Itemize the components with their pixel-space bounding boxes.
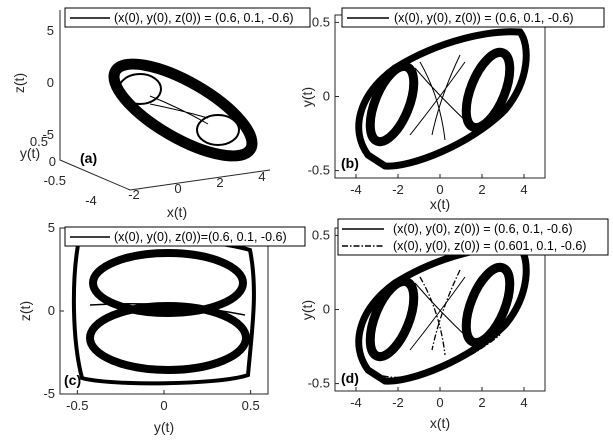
panel-c-ylabel: z(t) (17, 301, 33, 321)
panel-b-xlabel: x(t) (430, 196, 450, 212)
tick-label: 5 (47, 23, 54, 38)
panel-c-middle-curve (89, 303, 246, 316)
panel-c-lower-loop (86, 302, 250, 374)
y-tick-label: 0 (323, 302, 330, 317)
x-tick-label: -4 (350, 395, 362, 410)
x-tick-label: -2 (392, 395, 404, 410)
x-tick-label: 4 (520, 395, 527, 410)
panel-c: -0.5 0 0.5 -5 0 5 y(t) z(t) (c) (x(0), y(0),… (17, 220, 306, 435)
legend-entry: (x(0), y(0), z(0)) = (0.601, 0.1, -0.6) (393, 239, 586, 253)
x-tick-label: -2 (392, 182, 404, 197)
panel-d-ylabel: y(t) (299, 300, 315, 320)
panel-b-outer-band (355, 28, 530, 170)
tick-label: 0.5 (30, 134, 48, 149)
panel-b-inner-curves (409, 54, 471, 141)
x-tick-label: 4 (520, 182, 527, 197)
tick-label: -5 (42, 127, 54, 142)
panel-c-xlabel: y(t) (154, 419, 174, 435)
panel-a-z-ticks: 5 0 -5 (42, 23, 54, 142)
panel-d-left-loop (365, 276, 419, 362)
y-tick-label: -0.5 (308, 376, 330, 391)
y-tick-label: 5 (48, 220, 55, 235)
legend-box (64, 226, 306, 247)
panel-a-inner-curves (149, 95, 209, 125)
panel-b-left-loop (365, 61, 419, 147)
tick-label: 0 (49, 154, 56, 169)
tick-label: -0.5 (44, 173, 66, 188)
tick-label: 0 (174, 181, 181, 196)
legend-entry: (x(0), y(0), z(0)) = (0.6, 0.1, -0.6) (394, 11, 574, 25)
panel-b: -4 -2 0 2 4 -0.5 0 0.5 x(t) y(t) (b) (x(0), y(… (299, 7, 605, 212)
y-tick-label: 0 (323, 89, 330, 104)
panel-b-label: (b) (341, 155, 359, 171)
legend-entry: (x(0), y(0), z(0)) = (0.6, 0.1, -0.6) (393, 222, 573, 236)
tick-label: 4 (258, 169, 265, 184)
panel-b-right-loop (461, 47, 515, 133)
legend-a: (x(0), y(0), z(0)) = (0.6, 0.1, -0.6) (64, 7, 311, 28)
panel-c-attractor (71, 236, 256, 386)
y-tick-label: 0 (48, 303, 55, 318)
legend-b: (x(0), y(0), z(0)) = (0.6, 0.1, -0.6) (341, 7, 605, 28)
panel-a-right-hole (196, 114, 240, 146)
panel-d-attractor (355, 243, 530, 385)
y-tick-label: -0.5 (308, 163, 330, 178)
tick-label: -4 (85, 193, 97, 208)
panel-c-upper-loop (89, 249, 247, 317)
panel-a-y-ticks: 0.5 0 -0.5 (30, 134, 66, 188)
panel-c-x-ticks: -0.5 0 0.5 (66, 390, 260, 413)
panel-a-zlabel: z(t) (11, 73, 27, 93)
panel-a-attractor (108, 58, 258, 162)
panel-a-outer-band (108, 58, 258, 162)
tick-label: 2 (216, 175, 223, 190)
legend-box (341, 7, 605, 28)
panel-a: 5 0 -5 0.5 0 -0.5 -4 -2 0 2 4 x(t) y(t) … (11, 7, 311, 220)
panel-a-label: (a) (80, 150, 97, 166)
panel-d-right-loop (461, 262, 515, 348)
legend-entry: (x(0), y(0), z(0))=(0.6, 0.1, -0.6) (114, 230, 287, 244)
panel-c-label: (c) (64, 372, 81, 388)
tick-label: 0 (47, 75, 54, 90)
panel-a-x-axis (129, 169, 271, 191)
x-tick-label: -4 (350, 182, 362, 197)
panel-c-y-ticks: -5 0 5 (43, 220, 64, 401)
y-tick-label: 0.5 (312, 14, 330, 29)
legend-entry: (x(0), y(0), z(0)) = (0.6, 0.1, -0.6) (114, 11, 294, 25)
panel-b-attractor (355, 28, 530, 170)
panel-b-x-ticks: -4 -2 0 2 4 (350, 174, 528, 197)
panel-d-perturbed-trajectory (371, 269, 501, 378)
y-tick-label: 0.5 (312, 227, 330, 242)
x-tick-label: 2 (478, 395, 485, 410)
legend-c: (x(0), y(0), z(0))=(0.6, 0.1, -0.6) (64, 226, 306, 247)
x-tick-label: 0 (160, 398, 167, 413)
tick-label: -2 (128, 187, 140, 202)
legend-box (337, 218, 609, 256)
panel-d: -4 -2 0 2 4 -0.5 0 0.5 x(t) y(t) (d) (x(0), y(… (299, 218, 609, 431)
panel-a-box (59, 10, 131, 191)
y-tick-label: -5 (43, 386, 55, 401)
panel-b-ylabel: y(t) (299, 87, 315, 107)
x-tick-label: 0 (436, 182, 443, 197)
x-tick-label: 0 (436, 395, 443, 410)
panel-a-xlabel: x(t) (167, 204, 187, 220)
panel-a-left-hole (118, 73, 162, 105)
panel-a-ylabel: y(t) (20, 145, 40, 161)
panel-d-xlabel: x(t) (430, 415, 450, 431)
x-tick-label: -0.5 (66, 398, 88, 413)
legend-d: (x(0), y(0), z(0)) = (0.6, 0.1, -0.6) (x… (337, 218, 609, 256)
x-tick-label: 0.5 (242, 398, 260, 413)
panel-d-x-ticks: -4 -2 0 2 4 (350, 387, 528, 410)
panel-b-y-ticks: -0.5 0 0.5 (308, 14, 339, 178)
panel-d-label: (d) (341, 370, 359, 386)
panel-a-x-ticks: -4 -2 0 2 4 (85, 169, 265, 208)
panel-d-y-ticks: -0.5 0 0.5 (308, 227, 339, 391)
panel-d-inner-curves (409, 276, 471, 351)
legend-box (64, 7, 311, 28)
x-tick-label: 2 (478, 182, 485, 197)
